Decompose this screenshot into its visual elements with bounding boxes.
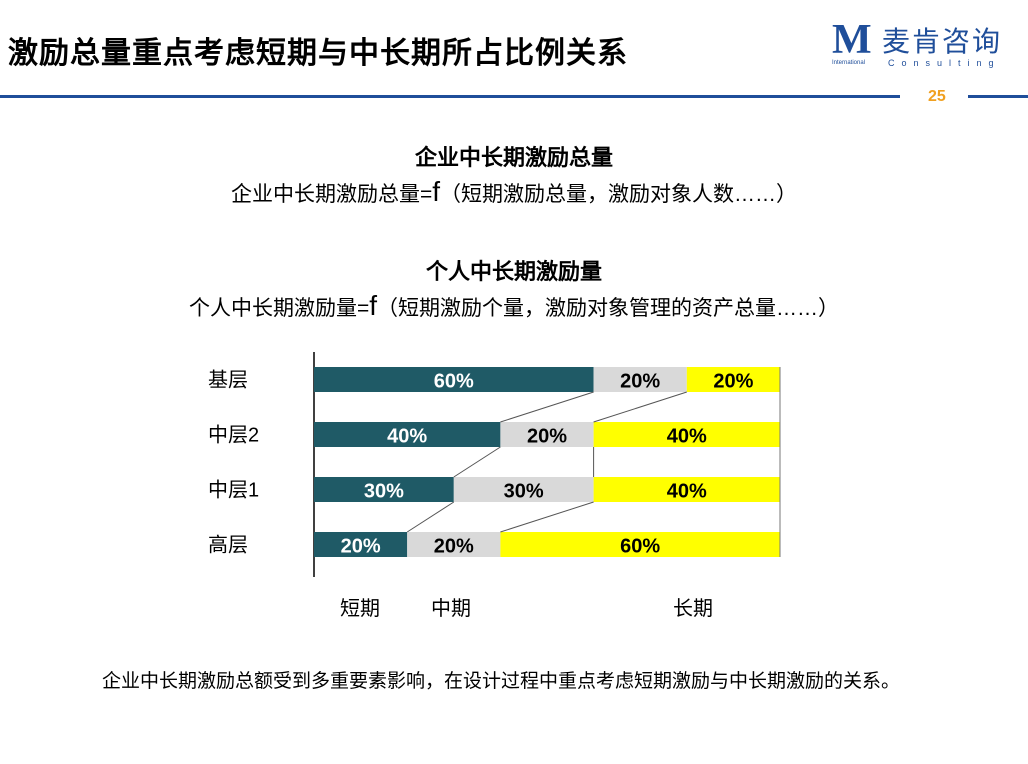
slide-title: 激励总量重点考虑短期与中长期所占比例关系	[8, 37, 628, 70]
data-label-2-0: 20%	[713, 371, 753, 393]
section2-formula-f: f	[369, 290, 378, 321]
data-label-2-2: 40%	[667, 481, 707, 503]
data-label-1-1: 20%	[527, 426, 567, 448]
bar-2-3	[500, 532, 780, 557]
data-label-1-0: 20%	[620, 371, 660, 393]
bar-1-0	[593, 367, 687, 392]
section2-formula-prefix: 个人中长期激励量=	[188, 297, 370, 320]
data-label-0-3: 20%	[341, 536, 381, 558]
data-label-1-3: 20%	[434, 536, 474, 558]
data-label-0-1: 40%	[387, 426, 427, 448]
section2-formula: 个人中长期激励量=f（短期激励个量，激励对象管理的资产总量……）	[0, 290, 1028, 322]
legend-label-2: 长期	[673, 597, 713, 620]
connector-line-0-1	[453, 446, 501, 478]
connector-line-1-0	[593, 391, 687, 423]
page-number: 25	[928, 88, 946, 105]
bar-2-0	[686, 367, 780, 392]
logo-mark: M	[832, 17, 872, 63]
section1-formula: 企业中长期激励总量=f（短期激励总量，激励对象人数……）	[0, 176, 1028, 208]
bar-1-3	[407, 532, 501, 557]
data-label-1-2: 30%	[504, 481, 544, 503]
logo-chinese-name: 麦肯咨询	[882, 26, 1003, 57]
logo-english-small: International	[832, 60, 866, 66]
connector-line-0-2	[406, 501, 455, 533]
connector-line-1-2	[500, 501, 594, 533]
connector-line-0-0	[500, 391, 594, 423]
data-label-2-3: 60%	[620, 536, 660, 558]
logo-english-name: Consulting	[888, 58, 1001, 68]
header-divider-left	[0, 95, 900, 98]
bar-1-2	[453, 477, 594, 502]
category-label-1: 中层2	[208, 424, 259, 447]
legend-label-1: 中期	[431, 597, 471, 620]
bar-0-1	[314, 422, 501, 447]
bar-0-0	[314, 367, 594, 392]
data-label-0-2: 30%	[364, 481, 404, 503]
data-label-2-1: 40%	[667, 426, 707, 448]
bar-2-2	[593, 477, 780, 502]
bar-0-3	[314, 532, 408, 557]
category-label-2: 中层1	[208, 479, 259, 502]
header-divider-right	[968, 95, 1028, 98]
bar-2-1	[593, 422, 780, 447]
category-label-3: 高层	[208, 534, 248, 557]
section2-heading: 个人中长期激励量	[425, 259, 602, 284]
bar-0-2	[314, 477, 454, 502]
legend-label-0: 短期	[340, 597, 380, 620]
section1-formula-prefix: 企业中长期激励总量=	[230, 183, 433, 206]
company-logo: M 麦肯咨询 International Consulting	[832, 18, 1022, 68]
section2-formula-suffix: （短期激励个量，激励对象管理的资产总量……）	[377, 297, 840, 320]
section1-formula-suffix: （短期激励总量，激励对象人数……）	[440, 183, 798, 206]
category-label-0: 基层	[208, 369, 248, 392]
section1-formula-f: f	[432, 176, 441, 207]
section1-heading: 企业中长期激励总量	[414, 145, 613, 170]
data-label-0-0: 60%	[434, 371, 474, 393]
bar-1-1	[500, 422, 594, 447]
footer-note: 企业中长期激励总额受到多重要素影响，在设计过程中重点考虑短期激励与中长期激励的关…	[102, 671, 901, 692]
